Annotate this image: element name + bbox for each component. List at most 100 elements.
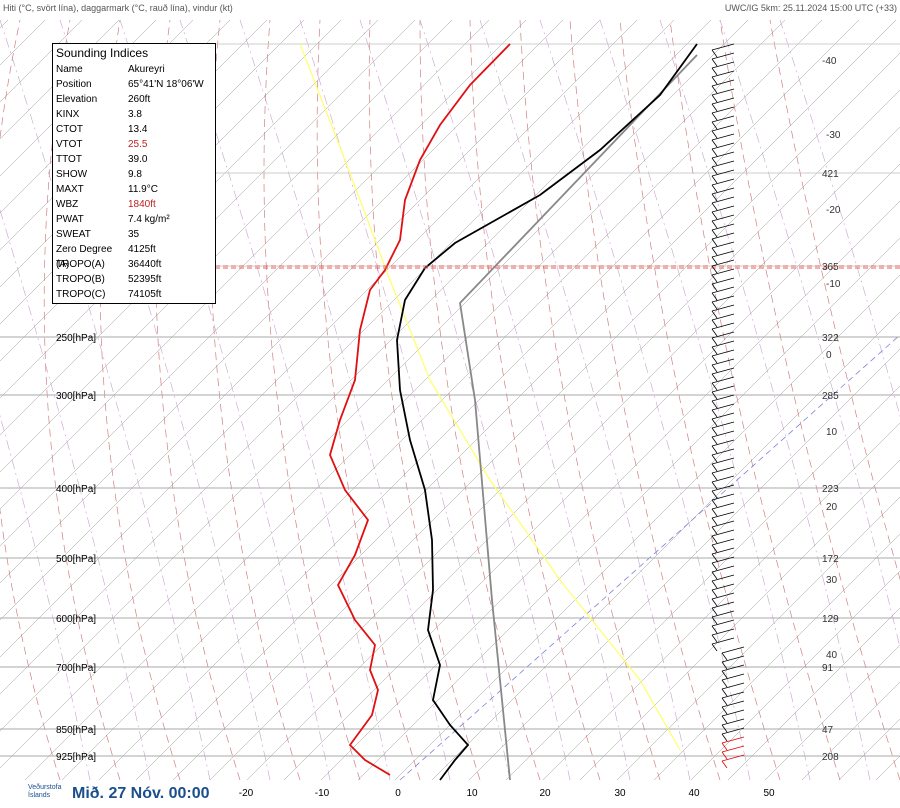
date: Mið. 27 Nóv. 00:00 [72,785,210,802]
isotherm [172,52,900,781]
wind-barb [711,619,735,627]
isotherm [0,19,46,66]
indices-box: Sounding Indices Name Akureyri Position 65°… [52,43,216,304]
dry-adiabat [519,19,661,781]
wind-barb [711,643,718,652]
isotherm [653,533,900,781]
wind-barb [721,727,745,735]
index-row: MAXT 11.9°C [53,182,215,197]
temperature-label: 50 [763,788,775,799]
wind-barb [721,670,728,679]
wind-barb [711,301,718,310]
wind-barb [711,166,718,175]
wind-barb [711,592,735,600]
dry-adiabat [419,19,541,781]
wind-barb [711,355,718,364]
isotherm [0,19,564,584]
wind-barb [711,148,718,157]
wind-barb [711,571,718,580]
isotherm [0,19,638,658]
index-row: Position 65°41'N 18°06'W [53,77,215,92]
wind-barb [711,634,718,643]
wind-barb [711,346,718,355]
pressure-label: 250[hPa] [56,333,96,344]
wind-barb [711,376,735,384]
height-label: 365 [822,262,839,273]
isotherm [320,200,900,781]
wind-barb [711,535,718,544]
wind-barb [721,706,728,715]
wind-barb [711,211,718,220]
index-value: 52395ft [128,274,162,285]
wind-barb [711,295,735,303]
temperature-curve [396,43,698,781]
wind-barb [711,502,735,510]
wind-barb [711,250,735,258]
height-label: 30 [826,575,838,586]
index-value: 25.5 [128,139,148,150]
wind-barb [711,115,735,123]
wind-barb [711,175,718,184]
wind-barb [711,157,718,166]
isotherm [0,19,490,510]
index-label: TROPO(A) [56,259,105,270]
isotherm [542,422,900,781]
index-label: PWAT [56,214,84,225]
wind-barb [711,319,718,328]
wind-barb [711,463,718,472]
logo: Veðurstofa Íslands [28,784,62,799]
temperature-label: 0 [395,788,401,799]
wind-barb [711,256,718,265]
wind-barb [711,88,735,96]
isotherm [505,385,900,781]
temperature-label: 20 [539,788,551,799]
height-label: -30 [826,130,841,141]
wind-barb [711,247,718,256]
isotherm [0,19,601,621]
moist-adiabat [479,19,691,781]
wind-barb [711,409,718,418]
index-value: 35 [128,229,140,240]
wind-barb [711,610,735,618]
wind-barb [711,79,735,87]
dry-adiabat [669,19,841,781]
isotherm [0,19,453,473]
height-label: 172 [822,554,839,565]
wind-barb [711,220,718,229]
index-row: KINX 3.8 [53,107,215,122]
dry-adiabat [368,19,481,781]
index-value: Akureyri [128,64,165,75]
moist-adiabat [0,209,151,781]
wind-barb [711,574,735,582]
index-label: MAXT [56,184,84,195]
height-label: 129 [822,614,839,625]
wind-barb [721,673,745,681]
wind-barb [711,499,718,508]
wind-barb [711,493,735,501]
dry-adiabat [719,19,900,781]
wind-barb [711,97,735,105]
pressure-label: 850[hPa] [56,725,96,736]
index-label: VTOT [56,139,83,150]
header-left: Hiti (°C, svört lína), daggarmark (°C, r… [3,3,233,13]
wind-barb [721,646,745,654]
wind-barb [711,583,735,591]
wind-barb [711,49,718,58]
height-label: 91 [822,663,834,674]
wind-barb [711,268,735,276]
wind-barb [711,139,718,148]
moist-adiabat [299,19,511,781]
wind-barb [711,160,735,168]
index-value: 1840ft [128,199,156,210]
wind-barb [711,142,735,150]
wind-barb [711,70,735,78]
wind-barb [711,283,718,292]
dry-adiabat [209,19,301,781]
wind-barb [721,745,745,753]
wind-barb [711,43,735,51]
height-label: 47 [822,725,834,736]
height-label: 20 [826,502,838,513]
isotherm [764,644,900,781]
wind-barb [711,436,718,445]
